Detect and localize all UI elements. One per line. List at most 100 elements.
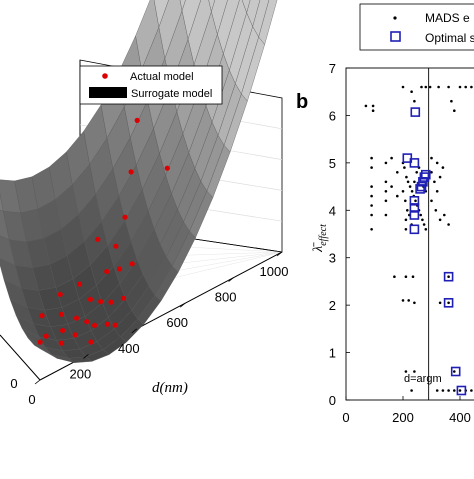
mads-point xyxy=(404,199,407,203)
mads-point xyxy=(414,199,417,203)
mads-point xyxy=(371,109,375,112)
mads-point xyxy=(408,185,412,188)
legend-box-b xyxy=(359,3,474,51)
mads-point xyxy=(384,199,388,203)
mads-point xyxy=(413,370,416,373)
actual-model-point xyxy=(39,313,45,319)
floor-edge-left xyxy=(0,334,41,381)
mads-point xyxy=(406,209,409,212)
x-tick-label: 200 xyxy=(392,410,414,425)
surface-patch xyxy=(153,0,169,28)
mads-point xyxy=(404,228,408,231)
y-tick-label: 5 xyxy=(329,156,336,171)
mads-point xyxy=(411,275,415,279)
mads-point xyxy=(447,223,450,226)
x-tick xyxy=(276,251,283,257)
x-tick-label: 0 xyxy=(28,392,35,407)
mads-point xyxy=(401,85,405,89)
mads-point xyxy=(404,218,408,222)
mads-point xyxy=(410,90,413,93)
mads-point xyxy=(390,156,393,160)
x-tick-label: 600 xyxy=(166,315,188,330)
mads-point xyxy=(421,218,424,222)
legend-label-mads: MADS e xyxy=(425,11,470,25)
y-tick-label: 3 xyxy=(329,251,336,266)
panel-a: 0 200 400 600 800 1000 0 d(nm) Actual model Su… xyxy=(0,0,288,407)
actual-model-point xyxy=(121,295,127,301)
mads-point xyxy=(404,370,408,373)
optimal-point xyxy=(443,271,454,282)
surface-patch xyxy=(258,0,278,45)
panel-b: b 0 1 2 3 4 5 6 7 0 200 400 d=argm λ̄effect MADS e… xyxy=(296,3,474,425)
mads-point xyxy=(413,180,416,184)
actual-model-point xyxy=(112,322,118,328)
mads-point xyxy=(370,194,373,198)
panel-b-label: b xyxy=(296,91,308,113)
mads-point xyxy=(407,299,411,302)
mads-point xyxy=(401,299,405,302)
actual-model-point xyxy=(37,339,43,345)
y-tick-label: 2 xyxy=(329,298,336,313)
mads-point xyxy=(424,85,428,89)
optimal-point xyxy=(409,210,420,220)
actual-model-point xyxy=(58,311,64,317)
x-tick xyxy=(131,328,138,334)
optimal-point xyxy=(410,107,421,117)
legend-label-surrogate: Surrogate model xyxy=(131,88,212,100)
optimal-point xyxy=(443,297,454,308)
mads-point xyxy=(384,161,388,165)
x-tick-label: 400 xyxy=(118,341,140,356)
actual-model-point xyxy=(77,281,83,287)
x-tick-label: 400 xyxy=(449,410,471,425)
y-tick-label: 6 xyxy=(329,108,336,123)
mads-point xyxy=(458,389,462,392)
actual-model-point xyxy=(43,333,49,339)
mads-point xyxy=(401,190,405,193)
panel-b-legend: MADS e Optimal s xyxy=(359,3,474,51)
optimal-point xyxy=(418,177,428,187)
optimal-point xyxy=(420,169,431,180)
mads-point xyxy=(453,370,456,373)
surface-patch xyxy=(241,0,251,14)
actual-model-point xyxy=(164,165,170,171)
actual-model-point xyxy=(116,266,123,272)
mads-point xyxy=(470,85,473,89)
actual-model-point xyxy=(72,332,78,338)
mads-point xyxy=(419,213,423,217)
mads-point xyxy=(435,190,439,193)
mads-point xyxy=(438,301,442,305)
mads-point xyxy=(410,190,414,193)
optimal-point xyxy=(450,366,461,377)
mads-point xyxy=(470,389,473,392)
x-tick xyxy=(83,354,89,359)
mads-point xyxy=(450,99,453,103)
panel-b-points xyxy=(364,85,473,396)
actual-model-point xyxy=(134,117,140,123)
actual-model-point xyxy=(84,319,90,325)
annotation-argmin: d=argm xyxy=(404,373,442,385)
optimal-point xyxy=(456,385,467,396)
actual-model-point xyxy=(88,339,94,345)
mads-point xyxy=(447,301,450,305)
mads-point xyxy=(390,185,393,188)
mads-point xyxy=(464,85,468,89)
actual-model-point xyxy=(57,291,63,297)
mads-point xyxy=(430,156,433,160)
mads-point xyxy=(441,166,445,169)
panel-b-ylabel: λ̄effect xyxy=(311,224,329,253)
mads-point xyxy=(437,85,440,89)
surface-patch xyxy=(211,0,228,35)
mads-point xyxy=(435,161,439,165)
mads-point xyxy=(410,389,413,392)
legend-marker-surrogate xyxy=(89,87,127,98)
panel-a-x-ticks: 0 200 400 600 800 1000 0 xyxy=(10,251,288,407)
actual-model-point xyxy=(128,169,134,175)
legend-label-actual: Actual model xyxy=(130,71,194,83)
mads-point xyxy=(435,389,439,392)
optimal-point xyxy=(409,158,420,168)
optimal-point xyxy=(409,203,420,213)
actual-model-points xyxy=(37,94,192,346)
actual-model-point xyxy=(108,299,114,305)
y-tick-label: 1 xyxy=(329,346,336,361)
actual-model-point xyxy=(122,214,128,220)
